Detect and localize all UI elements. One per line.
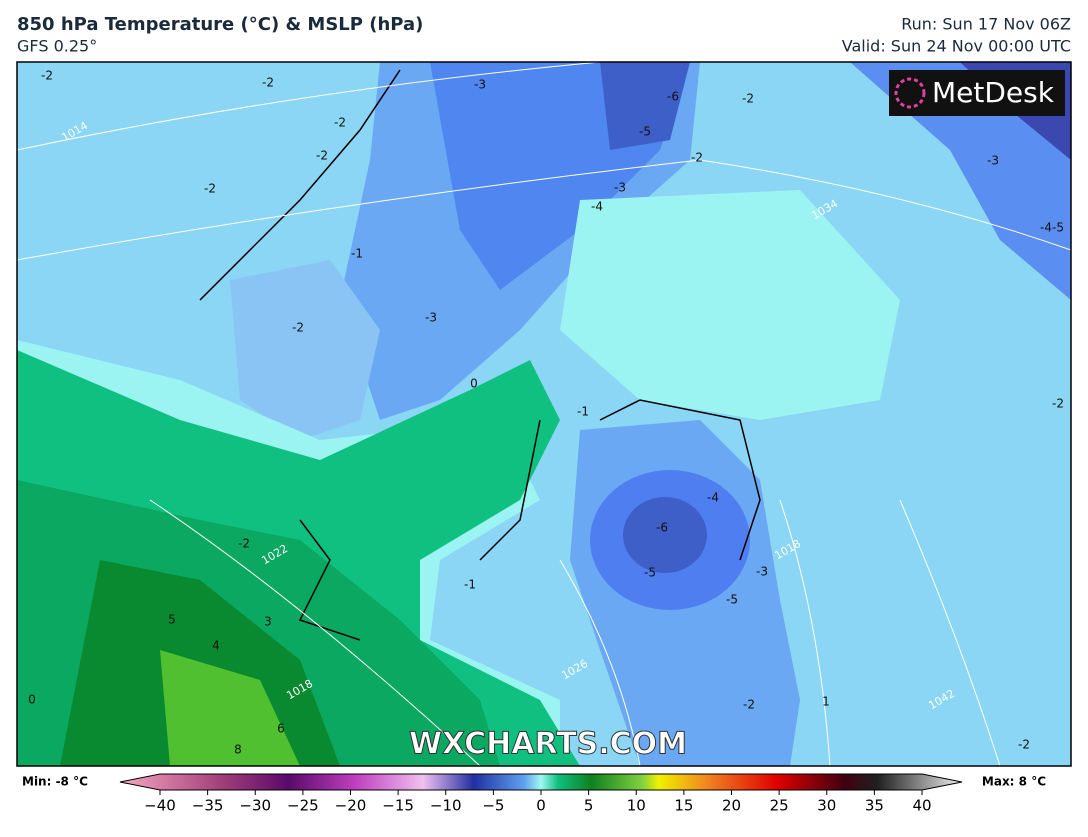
colorbar-tick-label: 25 [770, 797, 789, 815]
contour-label: -3 [987, 154, 999, 168]
watermark: WXCHARTS.COM [409, 727, 687, 762]
run-time: Run: Sun 17 Nov 06Z [901, 15, 1071, 34]
max-label: Max: 8 °C [982, 775, 1046, 789]
colorbar-tick-label: −40 [144, 797, 176, 815]
contour-label: -3 [474, 78, 486, 92]
contour-label: 0 [470, 377, 478, 391]
contour-label: 8 [234, 743, 242, 757]
valid-time: Valid: Sun 24 Nov 00:00 UTC [842, 37, 1071, 56]
contour-label: -3 [425, 311, 437, 325]
contour-label: -3 [614, 181, 626, 195]
colorbar-tick-label: 0 [536, 797, 546, 815]
colorbar-tick-label: 15 [674, 797, 693, 815]
contour-label: -2 [1018, 738, 1030, 752]
map-frame [16, 61, 1072, 767]
subtitle: GFS 0.25° [17, 37, 97, 56]
colorbar-tick-label: 5 [584, 797, 594, 815]
contour-label: 5 [168, 613, 176, 627]
contour-label: -2 [691, 151, 703, 165]
contour-label: -2 [316, 149, 328, 163]
contour-label: -5 [726, 593, 738, 607]
contour-label: 4 [212, 639, 220, 653]
colorbar-tick-label: −10 [430, 797, 462, 815]
colorbar [119, 773, 963, 791]
colorbar-tick-label: −20 [335, 797, 367, 815]
contour-label: -2 [262, 76, 274, 90]
contour-label: -2 [743, 698, 755, 712]
contour-label: -3 [756, 565, 768, 579]
colorbar-tick-label: −30 [239, 797, 271, 815]
contour-label: -1 [577, 405, 589, 419]
colorbar-tick-label: −15 [382, 797, 414, 815]
title: 850 hPa Temperature (°C) & MSLP (hPa) [17, 14, 423, 35]
contour-label: -6 [656, 521, 668, 535]
contour-label: -2 [334, 116, 346, 130]
logo-icon [894, 77, 926, 109]
colorbar-tick-label: 10 [627, 797, 646, 815]
contour-label: -2 [204, 182, 216, 196]
min-label: Min: -8 °C [22, 775, 88, 789]
colorbar-tick-label: 30 [817, 797, 836, 815]
contour-label: -5 [639, 125, 651, 139]
colorbar-tick-label: 40 [912, 797, 931, 815]
contour-label: -2 [238, 537, 250, 551]
contour-label: -4 [707, 491, 719, 505]
contour-label: -4 [591, 200, 603, 214]
contour-label: -2 [1052, 397, 1064, 411]
contour-label: 0 [28, 693, 36, 707]
colorbar-tick-label: 20 [722, 797, 741, 815]
contour-label: -5 [644, 566, 656, 580]
contour-label: -6 [667, 90, 679, 104]
logo: MetDesk [932, 76, 1055, 109]
contour-label: -2 [41, 69, 53, 83]
contour-label: 3 [264, 615, 272, 629]
contour-label: -2 [742, 92, 754, 106]
contour-label: 1 [822, 695, 830, 709]
contour-label: -2 [292, 321, 304, 335]
colorbar-tick-label: −5 [482, 797, 504, 815]
colorbar-tick-label: −25 [287, 797, 319, 815]
colorbar-tick-label: 35 [865, 797, 884, 815]
colorbar-tick-label: −35 [192, 797, 224, 815]
logo-box [889, 70, 1065, 116]
contour-label: 6 [277, 722, 285, 736]
contour-label: -1 [351, 247, 363, 261]
contour-label: -4-5 [1040, 221, 1064, 235]
contour-label: -1 [464, 578, 476, 592]
